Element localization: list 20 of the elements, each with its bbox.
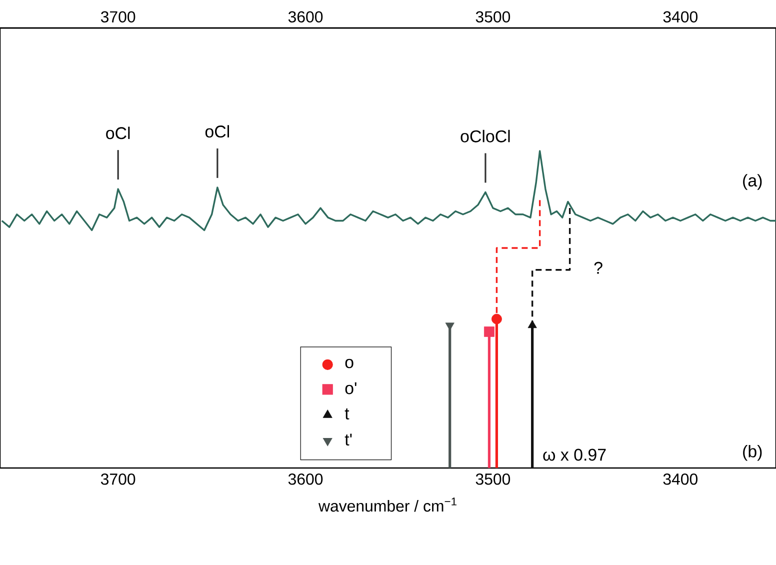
legend-label: o [345,358,354,368]
x-tick-label: 3400 [663,474,698,485]
x-axis-title: wavenumber / cm$^{−1}$ [318,498,456,512]
legend-label: t [344,408,350,420]
x2-tick-label: 3600 [288,11,323,22]
annotation: oCloCl [460,130,510,142]
annotation: (b) [743,444,762,461]
x2-tick-label: 3400 [663,11,698,22]
legend-label: o' [345,382,356,394]
legend-label: t' [344,434,352,446]
x2-tick-label: 3700 [100,11,136,22]
annotation: ω x 0.97 [543,448,606,461]
x-tick-label: 3500 [476,474,510,485]
annotation: oCl [106,126,130,140]
annotation: ? [594,262,602,274]
x-tick-label: 3700 [100,474,136,485]
annotation: (a) [743,174,762,190]
annotation: oCl [205,125,229,138]
x2-tick-label: 3500 [476,11,510,22]
x-tick-label: 3600 [288,474,323,485]
